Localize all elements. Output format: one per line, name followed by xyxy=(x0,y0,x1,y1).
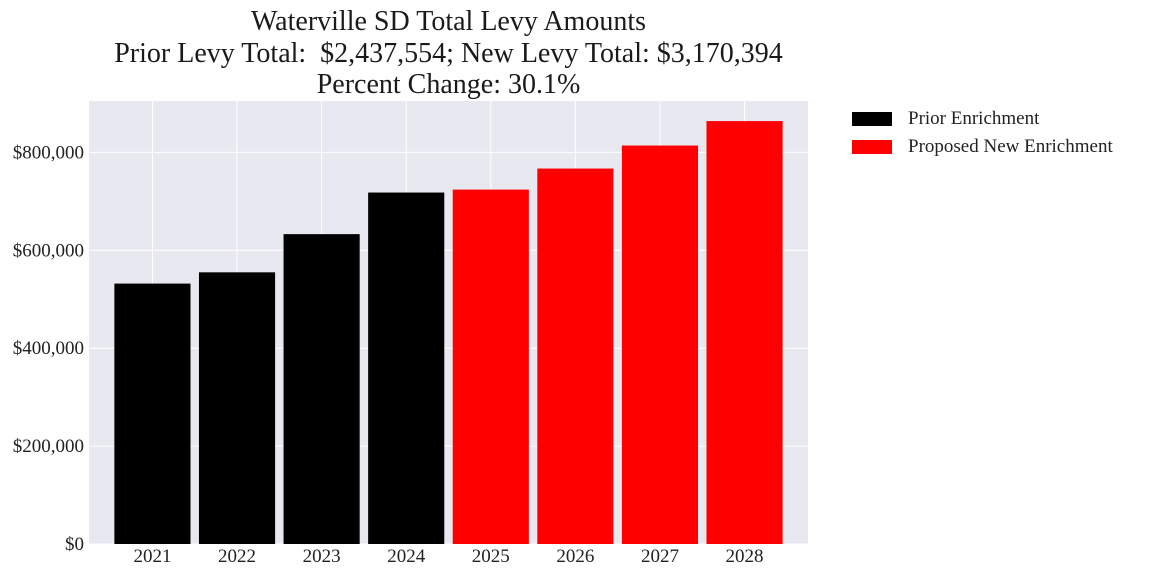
y-tick-label: $800,000 xyxy=(13,142,84,163)
y-tick-label: $200,000 xyxy=(13,436,84,457)
x-tick-label: 2025 xyxy=(472,546,510,567)
legend-label-prior: Prior Enrichment xyxy=(908,108,1040,129)
legend-swatch-proposed xyxy=(852,140,892,154)
bar-2025 xyxy=(452,189,529,544)
x-tick-label: 2022 xyxy=(218,546,256,567)
chart-subtitle-line-1: Prior Levy Total: $2,437,554; New Levy T… xyxy=(114,38,783,69)
legend-label-proposed: Proposed New Enrichment xyxy=(908,136,1113,157)
x-tick-label: 2021 xyxy=(133,546,171,567)
y-tick-label: $600,000 xyxy=(13,240,84,261)
chart-subtitle-line-2: Percent Change: 30.1% xyxy=(316,69,581,100)
y-tick-label: $400,000 xyxy=(13,338,84,359)
bar-2024 xyxy=(368,192,445,544)
plot-background xyxy=(89,101,808,544)
bar-2022 xyxy=(198,272,276,544)
bar-2028 xyxy=(706,121,783,544)
bar-2023 xyxy=(283,234,360,544)
legend-swatch-prior xyxy=(852,112,892,126)
legend: Prior Enrichment Proposed New Enrichment xyxy=(852,105,1113,161)
legend-item-prior: Prior Enrichment xyxy=(852,105,1113,133)
bar-2021 xyxy=(114,283,191,544)
legend-item-proposed: Proposed New Enrichment xyxy=(852,133,1113,161)
x-tick-label: 2024 xyxy=(387,546,426,567)
y-tick-label: $0 xyxy=(65,534,84,555)
x-tick-label: 2027 xyxy=(641,546,679,567)
x-tick-label: 2026 xyxy=(556,546,594,567)
chart-title: Waterville SD Total Levy Amounts xyxy=(251,6,646,37)
x-tick-label: 2023 xyxy=(303,546,341,567)
bar-2026 xyxy=(537,168,614,544)
x-tick-label: 2028 xyxy=(726,546,764,567)
bar-2027 xyxy=(621,145,699,545)
